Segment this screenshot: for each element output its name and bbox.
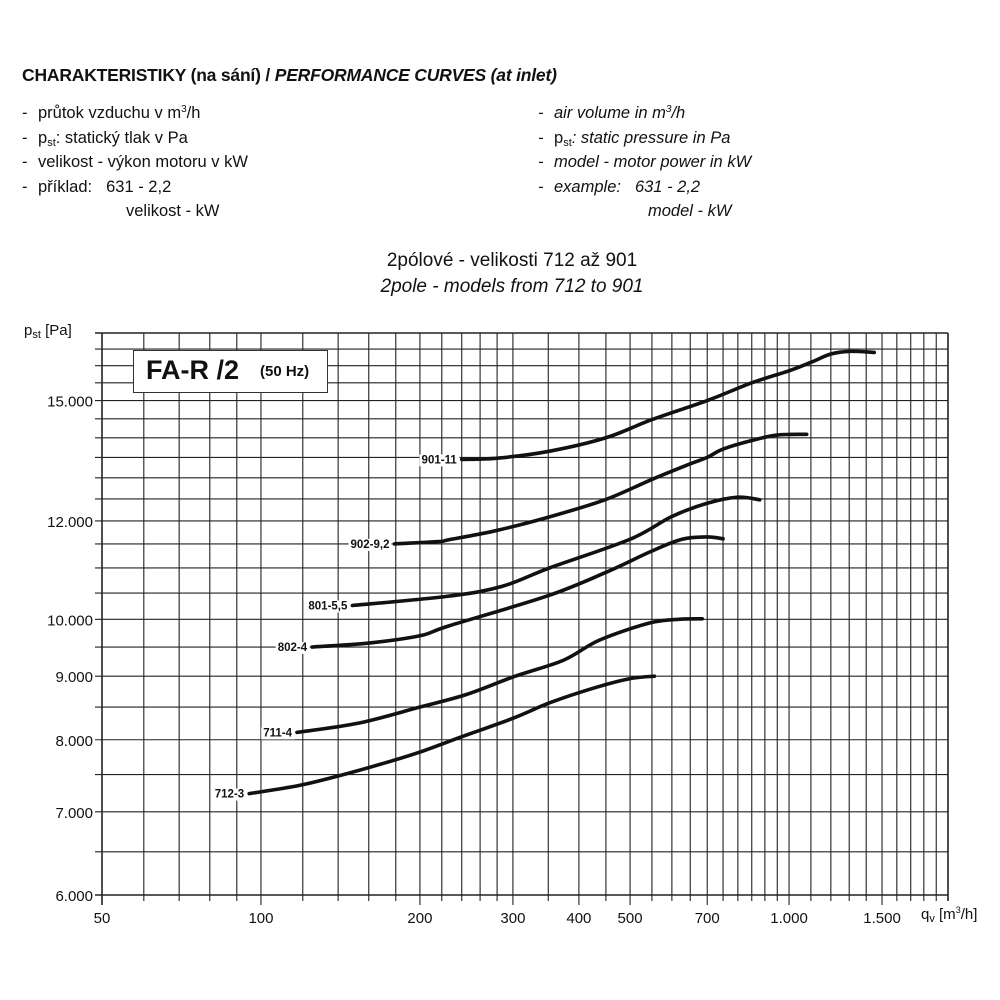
x-tick-label: 500 xyxy=(618,910,643,927)
text: 631 - 2,2 xyxy=(106,177,172,196)
subtitle-czech: 2pólové - velikosti 712 až 901 xyxy=(386,250,638,271)
sup: 3 xyxy=(181,104,187,115)
text: [m xyxy=(934,906,956,923)
sub: st xyxy=(47,136,56,149)
text: p xyxy=(38,128,48,147)
text: p xyxy=(24,322,33,339)
dash: - xyxy=(22,104,28,122)
text: velikost - výkon motoru v kW xyxy=(38,153,248,171)
example-legend: velikost - kW xyxy=(126,202,220,220)
legend-czech: - průtok vzduchu v m3/h - pst: statický tl… xyxy=(22,101,248,224)
pressure-note: - pst: static pressure in Pa xyxy=(538,126,751,151)
text: : static pressure in Pa xyxy=(571,128,731,147)
text: model - motor power in kW xyxy=(554,153,752,171)
curve-802-4 xyxy=(310,535,725,649)
x-tick-label: 100 xyxy=(248,910,273,927)
airflow-note: - air volume in m3/h xyxy=(538,101,751,126)
curve-label: 801-5,5 xyxy=(308,600,348,612)
curve-label: 902-9,2 xyxy=(350,539,389,551)
sup: 3 xyxy=(955,905,961,915)
text: příklad: xyxy=(38,177,93,196)
pressure-note: - pst: statický tlak v Pa xyxy=(22,126,248,151)
example-legend: model - kW xyxy=(648,202,732,220)
dash: - xyxy=(538,177,544,196)
text: průtok vzduchu v m xyxy=(38,104,182,122)
sub: v xyxy=(929,913,935,925)
example-note: - example: 631 - 2,2 xyxy=(538,175,751,200)
x-tick-label: 300 xyxy=(500,910,525,927)
y-axis-label: pst [Pa] xyxy=(24,322,72,341)
y-tick-label: 12.000 xyxy=(47,514,93,531)
curve-label-background xyxy=(212,788,247,801)
x-tick-label: 1.000 xyxy=(770,910,808,927)
text: [Pa] xyxy=(40,322,72,339)
curve-label: 712-3 xyxy=(215,789,244,801)
title-czech: CHARAKTERISTIKY (na sání) / xyxy=(22,65,275,85)
dash: - xyxy=(22,128,28,147)
curve-label-background xyxy=(348,538,392,551)
x-tick-label: 1.500 xyxy=(863,910,901,927)
text: 631 - 2,2 xyxy=(634,177,701,196)
text: example: xyxy=(554,177,621,196)
page-title: CHARAKTERISTIKY (na sání) / PERFORMANCE … xyxy=(22,65,557,86)
sub: st xyxy=(563,136,572,149)
dash: - xyxy=(538,104,544,122)
chart-title-box: FA-R /2 (50 Hz) xyxy=(133,350,328,393)
curve-label: 802-4 xyxy=(278,642,308,654)
text: /h xyxy=(671,104,686,122)
curve-label: 711-4 xyxy=(263,727,292,739)
curve-712-3 xyxy=(247,674,657,796)
dash: - xyxy=(538,153,544,171)
text: p xyxy=(554,128,564,147)
subtitle-english: 2pole - models from 712 to 901 xyxy=(380,276,644,297)
curve-901-11 xyxy=(459,349,877,462)
y-tick-label: 15.000 xyxy=(47,394,93,411)
x-tick-label: 200 xyxy=(407,910,432,927)
chart-title: FA-R /2 xyxy=(146,355,240,385)
curve-label: 901-11 xyxy=(422,454,458,466)
curve-label-background xyxy=(306,600,351,613)
size-note: - model - motor power in kW xyxy=(538,150,751,175)
sub: st xyxy=(32,329,41,341)
text: /h xyxy=(186,104,201,122)
curve-711-4 xyxy=(295,617,705,735)
title-english: PERFORMANCE CURVES (at inlet) xyxy=(274,65,557,85)
sup: 3 xyxy=(665,104,672,115)
airflow-note: - průtok vzduchu v m3/h xyxy=(22,101,248,126)
example-note: - příklad: 631 - 2,2 xyxy=(22,175,248,200)
y-tick-label: 7.000 xyxy=(55,805,93,822)
curve-label-background xyxy=(261,727,295,740)
dash: - xyxy=(22,177,28,196)
y-tick-label: 10.000 xyxy=(47,612,93,629)
x-tick-label: 400 xyxy=(566,910,591,927)
curve-902-9,2 xyxy=(392,432,809,546)
x-tick-label: 50 xyxy=(94,910,111,927)
curve-801-5,5 xyxy=(350,495,762,608)
x-axis-label: qv [m3/h] xyxy=(921,905,978,926)
size-note: - velikost - výkon motoru v kW xyxy=(22,150,248,175)
legend-english: - air volume in m3/h - pst: static pressur… xyxy=(538,101,751,224)
dash: - xyxy=(22,153,28,171)
x-tick-label: 700 xyxy=(695,910,720,927)
curve-label-background xyxy=(419,454,460,467)
frequency-note: (50 Hz) xyxy=(260,363,310,380)
dash: - xyxy=(538,128,544,147)
y-tick-label: 8.000 xyxy=(55,733,93,750)
text: air volume in m xyxy=(554,104,666,122)
text: : statický tlak v Pa xyxy=(55,128,188,147)
y-tick-label: 9.000 xyxy=(55,669,93,686)
text: /h] xyxy=(960,906,978,923)
y-tick-label: 6.000 xyxy=(55,888,93,905)
text: q xyxy=(921,906,930,923)
curve-label-background xyxy=(275,642,310,655)
